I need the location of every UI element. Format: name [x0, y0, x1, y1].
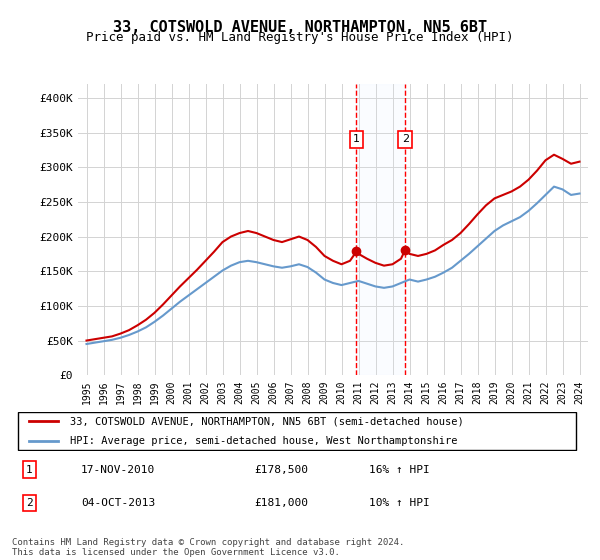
Text: 16% ↑ HPI: 16% ↑ HPI [369, 465, 430, 475]
Text: Contains HM Land Registry data © Crown copyright and database right 2024.
This d: Contains HM Land Registry data © Crown c… [12, 538, 404, 557]
Text: 17-NOV-2010: 17-NOV-2010 [81, 465, 155, 475]
Text: 10% ↑ HPI: 10% ↑ HPI [369, 498, 430, 508]
Text: £178,500: £178,500 [254, 465, 308, 475]
Text: 04-OCT-2013: 04-OCT-2013 [81, 498, 155, 508]
FancyBboxPatch shape [18, 412, 577, 450]
Text: 2: 2 [401, 134, 409, 144]
Text: £181,000: £181,000 [254, 498, 308, 508]
Text: 33, COTSWOLD AVENUE, NORTHAMPTON, NN5 6BT: 33, COTSWOLD AVENUE, NORTHAMPTON, NN5 6B… [113, 20, 487, 35]
Text: HPI: Average price, semi-detached house, West Northamptonshire: HPI: Average price, semi-detached house,… [70, 436, 457, 446]
Text: 1: 1 [26, 465, 32, 475]
Text: Price paid vs. HM Land Registry's House Price Index (HPI): Price paid vs. HM Land Registry's House … [86, 31, 514, 44]
Text: 1: 1 [353, 134, 360, 144]
Text: 33, COTSWOLD AVENUE, NORTHAMPTON, NN5 6BT (semi-detached house): 33, COTSWOLD AVENUE, NORTHAMPTON, NN5 6B… [70, 417, 463, 426]
Bar [356, 84, 405, 375]
Text: 2: 2 [26, 498, 32, 508]
